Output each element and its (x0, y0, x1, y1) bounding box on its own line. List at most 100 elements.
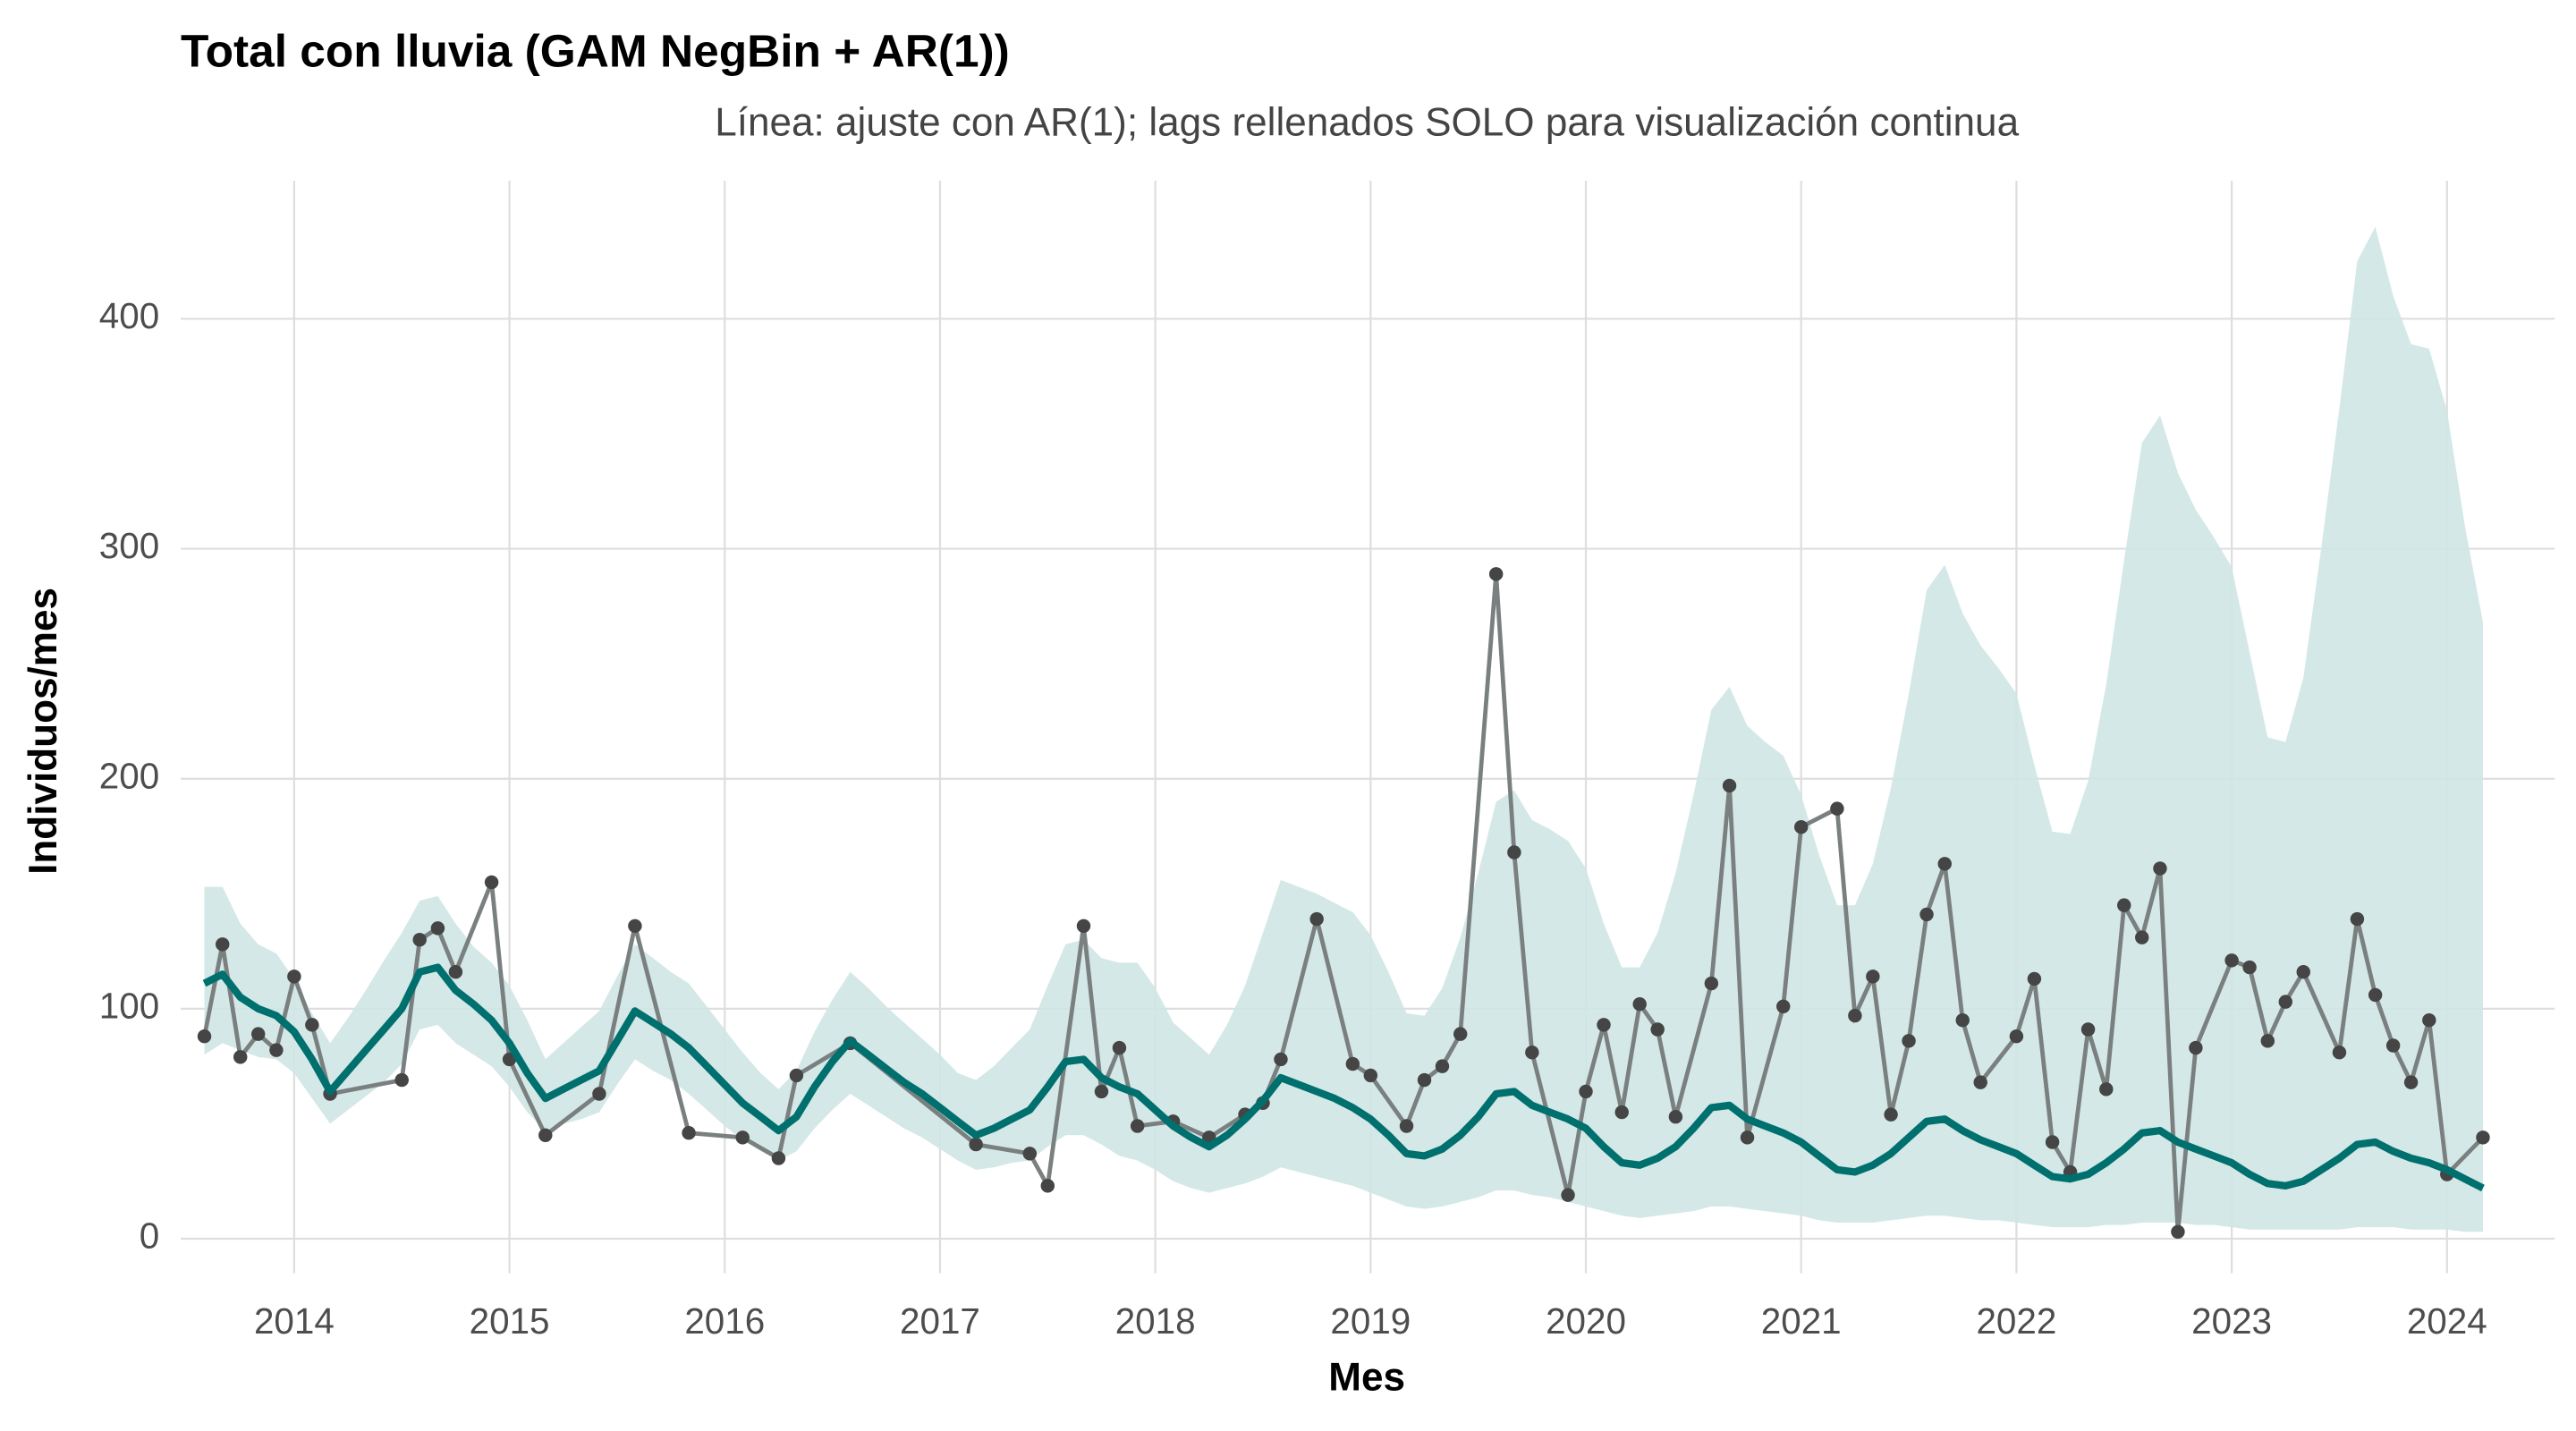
observed-point (2350, 911, 2365, 927)
observed-point (1866, 970, 1880, 984)
plot-area (197, 226, 2490, 1239)
observed-point (1955, 1013, 1970, 1028)
x-tick-label: 2023 (2191, 1300, 2272, 1342)
x-tick-label: 2015 (470, 1300, 550, 1342)
observed-point (1632, 997, 1647, 1012)
observed-point (1902, 1034, 1916, 1048)
observed-point (269, 1043, 284, 1057)
x-tick-label: 2016 (684, 1300, 765, 1342)
observed-point (2242, 960, 2257, 975)
observed-point (2422, 1013, 2436, 1028)
observed-point (2045, 1135, 2060, 1149)
observed-point (2368, 987, 2383, 1003)
observed-point (394, 1072, 409, 1088)
observed-point (682, 1125, 696, 1140)
chart-title: Total con lluvia (GAM NegBin + AR(1)) (181, 24, 1010, 76)
chart-subtitle: Línea: ajuste con AR(1); lags rellenados… (715, 100, 2019, 144)
observed-point (1525, 1045, 1539, 1060)
observed-point (1793, 819, 1809, 834)
y-tick-label: 100 (99, 986, 159, 1027)
observed-point (2224, 953, 2239, 968)
observed-point (412, 933, 427, 947)
fitted-line (202, 963, 2485, 1192)
observed-point (1973, 1075, 1987, 1089)
observed-point (1937, 857, 1952, 871)
observed-point (448, 964, 463, 979)
observed-point (2009, 1029, 2024, 1044)
grid: 0 100 200 300 400 2014 2015 2016 2017 2018 2019 202… (99, 181, 2555, 1342)
y-tick-label: 400 (99, 295, 159, 336)
observed-point (233, 1050, 248, 1064)
observed-point (1579, 1084, 1593, 1099)
observed-point (538, 1128, 553, 1142)
observed-point (735, 1130, 750, 1145)
observed-point (287, 970, 301, 984)
x-tick-label: 2020 (1546, 1300, 1626, 1342)
observed-point (771, 1151, 786, 1165)
observed-point (2332, 1045, 2347, 1060)
y-tick-label: 0 (140, 1215, 159, 1257)
observed-point (2403, 1075, 2419, 1089)
observed-point (1130, 1119, 1145, 1133)
x-tick-label: 2021 (1761, 1300, 1842, 1342)
observed-point (1597, 1018, 1611, 1032)
observed-point (216, 937, 230, 952)
observed-point (1848, 1008, 1862, 1023)
observed-point (1274, 1052, 1288, 1067)
observed-point (1776, 999, 1791, 1013)
y-tick-label: 200 (99, 755, 159, 796)
observed-point (1094, 1084, 1109, 1099)
observed-point (250, 1027, 266, 1041)
observed-point (1614, 1105, 1629, 1120)
x-tick-label: 2019 (1330, 1300, 1411, 1342)
observed-point (2385, 1038, 2401, 1053)
y-tick-label: 300 (99, 525, 159, 566)
observed-point (2171, 1224, 2185, 1239)
x-axis-title: Mes (1328, 1356, 1405, 1400)
observed-point (1453, 1027, 1468, 1041)
observed-point (1884, 1107, 1898, 1122)
observed-point (592, 1087, 606, 1101)
observed-point (1040, 1179, 1055, 1193)
observed-point (2260, 1034, 2275, 1048)
x-tick-label: 2018 (1115, 1300, 1196, 1342)
x-tick-label: 2022 (1976, 1300, 2056, 1342)
observed-point (430, 921, 445, 936)
observed-point (1919, 907, 1934, 922)
observed-point (789, 1068, 804, 1083)
observed-point (2117, 898, 2131, 912)
observed-point (2189, 1040, 2203, 1055)
observed-point (2476, 1130, 2490, 1145)
observed-point (1435, 1059, 1450, 1073)
observed-point (1561, 1188, 1575, 1202)
observed-point (197, 1029, 212, 1044)
observed-point (2027, 971, 2042, 986)
observed-point (305, 1018, 319, 1032)
observed-point (1650, 1022, 1665, 1037)
observed-point (484, 875, 499, 890)
x-tick-label: 2017 (900, 1300, 980, 1342)
y-axis-title: Individuos/mes (21, 588, 65, 875)
observed-point (2099, 1082, 2114, 1097)
observed-point (1022, 1147, 1038, 1161)
observed-point (1722, 778, 1737, 793)
observed-point (1417, 1072, 1432, 1088)
observed-point (1704, 976, 1719, 991)
observed-point (1668, 1110, 1683, 1124)
observed-point (1507, 845, 1521, 859)
observed-point (1345, 1056, 1360, 1071)
observed-point (2080, 1022, 2096, 1037)
observed-point (969, 1137, 983, 1152)
observed-point (1363, 1068, 1378, 1083)
x-tick-label: 2024 (2407, 1300, 2487, 1342)
observed-point (2135, 930, 2149, 944)
observed-point (1112, 1040, 1127, 1055)
observed-point (1399, 1119, 1414, 1133)
observed-point (1309, 911, 1324, 927)
x-tick-label: 2014 (254, 1300, 335, 1342)
observed-point (2278, 995, 2292, 1009)
observed-point (1830, 801, 1844, 816)
observed-point (1488, 567, 1504, 581)
